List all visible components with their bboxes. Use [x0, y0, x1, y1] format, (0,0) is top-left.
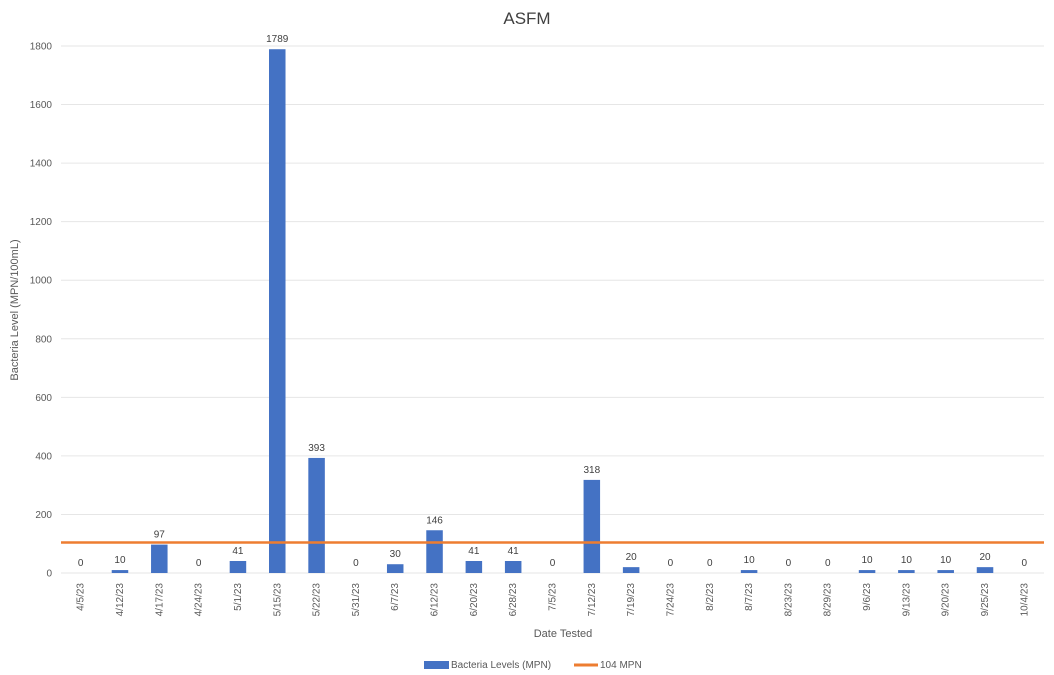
y-tick-label: 800: [35, 334, 52, 345]
y-axis-ticks: 0 200 400 600 800 1000 1200 1400 1600 1800: [30, 42, 53, 580]
data-label: 0: [825, 558, 831, 569]
bar-5/1/23: [229, 560, 247, 573]
data-label: 41: [468, 546, 480, 557]
y-tick-label: 0: [46, 569, 52, 580]
y-tick-label: 1800: [30, 42, 53, 53]
bar-6/28/23: [504, 560, 522, 573]
x-tick-label: 7/5/23: [548, 583, 559, 611]
x-tick-label: 4/12/23: [115, 583, 126, 617]
x-tick-label: 9/25/23: [980, 583, 991, 617]
x-tick-label: 8/23/23: [783, 583, 794, 617]
x-tick-label: 5/15/23: [272, 583, 283, 617]
legend-bar-swatch: [424, 661, 449, 669]
x-tick-label: 5/31/23: [351, 583, 362, 617]
bar-9/13/23: [898, 570, 915, 573]
y-tick-label: 1000: [30, 276, 53, 287]
data-label: 10: [114, 555, 126, 566]
data-label: 20: [979, 552, 991, 563]
data-label: 318: [583, 465, 600, 476]
x-tick-label: 6/12/23: [430, 583, 441, 617]
data-label: 20: [626, 552, 638, 563]
data-label: 10: [901, 555, 913, 566]
x-axis-title: Date Tested: [534, 628, 593, 640]
bar-7/19/23: [622, 567, 640, 573]
data-label: 0: [707, 558, 713, 569]
data-label: 30: [390, 549, 402, 560]
x-tick-label: 5/22/23: [312, 583, 323, 617]
y-tick-label: 200: [35, 510, 52, 521]
y-tick-label: 400: [35, 451, 52, 462]
bar-5/15/23: [269, 49, 286, 573]
data-label: 0: [78, 558, 84, 569]
data-label: 10: [744, 555, 756, 566]
x-axis-ticks: 4/5/23 4/12/23 4/17/23 4/24/23 5/1/23 5/15/23…: [76, 583, 1031, 617]
data-label: 10: [861, 555, 873, 566]
x-tick-label: 4/17/23: [154, 583, 165, 617]
x-tick-label: 5/1/23: [233, 583, 244, 611]
bar-4/17/23: [151, 544, 168, 573]
data-label: 0: [196, 558, 202, 569]
x-tick-label: 9/13/23: [901, 583, 912, 617]
data-labels: 0 10 97 0 41 1789 393 0 30 146 41 41 0 318 20 0 0 10 0 0 10 1…: [78, 34, 1028, 569]
data-label: 0: [786, 558, 792, 569]
y-axis-title: Bacteria Level (MPN/100mL): [9, 239, 21, 380]
legend: Bacteria Levels (MPN) 104 MPN: [424, 660, 642, 671]
legend-line-label: 104 MPN: [600, 660, 642, 671]
x-tick-label: 7/12/23: [587, 583, 598, 617]
gridlines: [61, 45, 1044, 574]
x-tick-label: 4/5/23: [76, 583, 87, 611]
y-tick-label: 1600: [30, 100, 53, 111]
bar-5/22/23: [308, 457, 325, 573]
data-label: 1789: [266, 34, 289, 45]
legend-bar-label: Bacteria Levels (MPN): [451, 660, 551, 671]
data-label: 146: [426, 515, 443, 526]
data-label: 41: [508, 546, 520, 557]
y-tick-label: 1400: [30, 159, 53, 170]
data-label: 41: [232, 546, 244, 557]
y-tick-label: 1200: [30, 217, 53, 228]
bar-7/12/23: [583, 479, 601, 573]
bar-9/20/23: [937, 570, 954, 573]
bar-4/12/23: [111, 570, 129, 573]
x-tick-label: 6/28/23: [508, 583, 519, 617]
bar-8/7/23: [740, 570, 758, 573]
x-tick-label: 10/4/23: [1019, 583, 1030, 617]
x-tick-label: 8/29/23: [823, 583, 834, 617]
x-tick-label: 6/20/23: [469, 583, 480, 617]
bars: [111, 49, 994, 573]
x-tick-label: 7/19/23: [626, 583, 637, 617]
bar-9/25/23: [976, 567, 994, 573]
bar-9/6/23: [858, 570, 876, 573]
x-tick-label: 6/7/23: [390, 583, 401, 611]
x-tick-label: 7/24/23: [665, 583, 676, 617]
data-label: 0: [353, 558, 359, 569]
bar-6/20/23: [465, 560, 483, 573]
y-tick-label: 600: [35, 393, 52, 404]
x-tick-label: 9/20/23: [941, 583, 952, 617]
bar-6/7/23: [386, 564, 404, 573]
data-label: 393: [308, 443, 325, 454]
x-tick-label: 9/6/23: [862, 583, 873, 611]
data-label: 0: [550, 558, 556, 569]
data-label: 0: [1022, 558, 1028, 569]
data-label: 0: [668, 558, 674, 569]
data-label: 97: [154, 530, 166, 541]
x-tick-label: 8/2/23: [705, 583, 716, 611]
chart-title: ASFM: [503, 9, 550, 28]
data-label: 10: [940, 555, 952, 566]
x-tick-label: 8/7/23: [744, 583, 755, 611]
bar-6/12/23: [426, 530, 443, 573]
x-tick-label: 4/24/23: [194, 583, 205, 617]
